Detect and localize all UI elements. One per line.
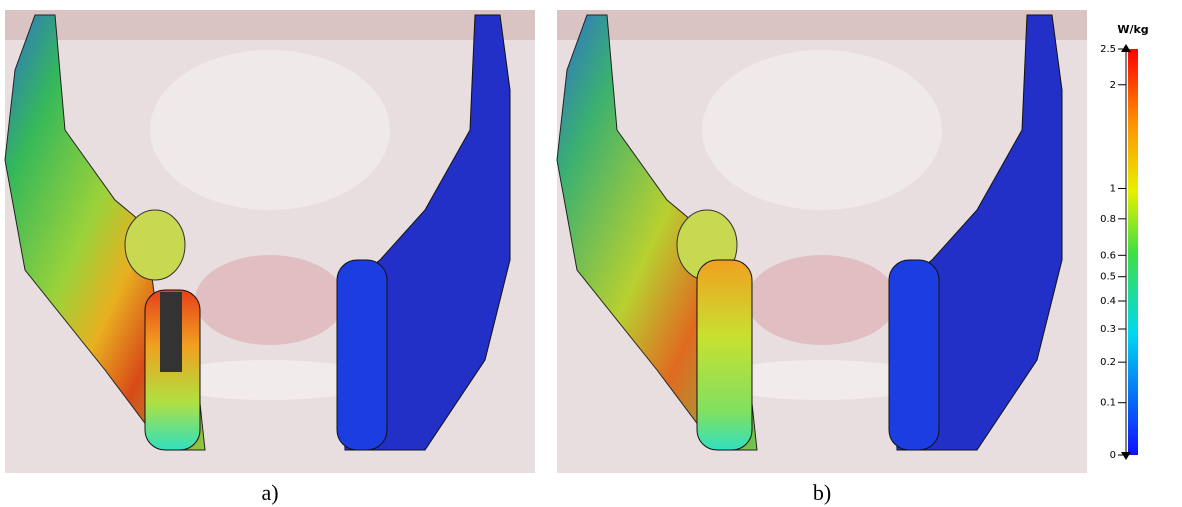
tick-label: 1 (1110, 183, 1116, 194)
panel-a (4, 10, 535, 473)
colorbar-unit: W/kg (1117, 23, 1148, 36)
tick-label: 0.1 (1100, 398, 1116, 409)
implant-right (888, 259, 940, 451)
tick-label: 0.8 (1100, 214, 1116, 225)
tooth-left (124, 209, 186, 281)
teeth (712, 360, 932, 400)
implant-right (336, 259, 388, 451)
implant-left (696, 259, 753, 451)
panel-label: b) (813, 480, 831, 505)
tick-label: 0.4 (1100, 296, 1116, 307)
tick-label: 0.3 (1100, 324, 1116, 335)
colorbar-arrow (1121, 452, 1131, 460)
tick-label: 0.6 (1100, 250, 1116, 261)
colorbar-arrow (1121, 44, 1131, 52)
skull (702, 50, 942, 210)
shoulder (557, 10, 1087, 40)
screw (160, 292, 182, 372)
mouth (195, 255, 345, 345)
shoulder (5, 10, 535, 40)
mouth (747, 255, 897, 345)
colorbar (1128, 49, 1138, 455)
tick-label: 2 (1110, 80, 1116, 91)
tick-label: 0 (1110, 450, 1116, 461)
tick-label: 0.2 (1100, 357, 1116, 368)
panel-label: a) (261, 480, 278, 505)
tick-label: 2.5 (1100, 44, 1116, 55)
skull (150, 50, 390, 210)
teeth (160, 360, 380, 400)
tick-label: 0.5 (1100, 272, 1116, 283)
panel-b (556, 10, 1087, 473)
